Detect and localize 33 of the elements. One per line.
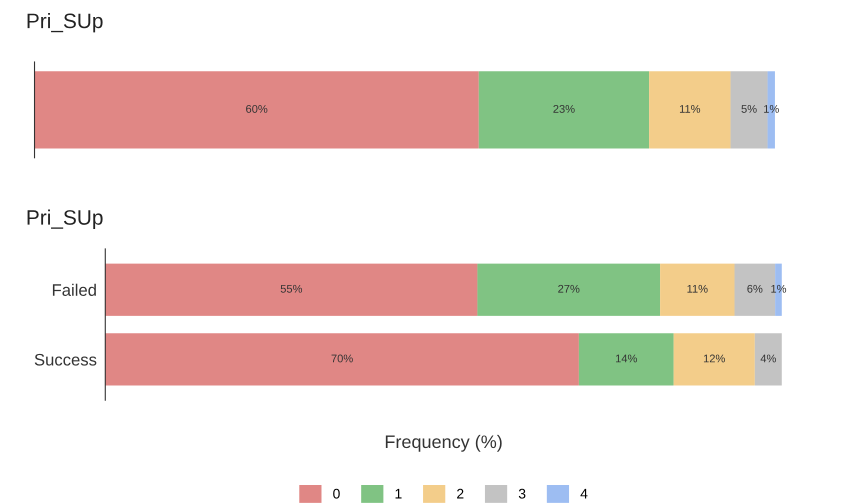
data-label: 55% [280,284,302,293]
legend-label: 0 [333,488,340,499]
bar [754,333,782,386]
legend-label: 3 [518,488,526,499]
bar [649,71,731,148]
legend-label: 4 [580,488,588,498]
y-tick-label: Failed [52,284,96,296]
bar [660,264,735,316]
bar [478,71,650,148]
data-label: 11% [687,284,708,293]
data-label: 4% [760,354,776,362]
data-label: 60% [246,104,268,113]
data-label: 12% [704,354,725,362]
y-tick-label: Success [34,354,96,366]
bar [674,333,755,386]
data-label: 23% [553,104,575,113]
data-label: 11% [680,105,700,113]
data-label: 5% [741,105,757,113]
bar [477,264,660,316]
data-label: 70% [332,354,353,362]
chart-title: Pri_SUp [28,12,103,32]
data-label: 27% [558,284,580,293]
data-label: 14% [616,354,637,362]
data-label: 1% [771,284,786,293]
chart-title: Pri_SUp [28,210,103,229]
bar [578,333,674,386]
data-label: 6% [747,284,762,293]
legend-label: 1 [396,488,402,498]
x-axis-title: Frequency (%) [386,434,502,452]
bar [105,333,579,386]
bar [105,264,478,316]
data-label: 1% [764,105,779,113]
legend-label: 2 [457,488,464,498]
